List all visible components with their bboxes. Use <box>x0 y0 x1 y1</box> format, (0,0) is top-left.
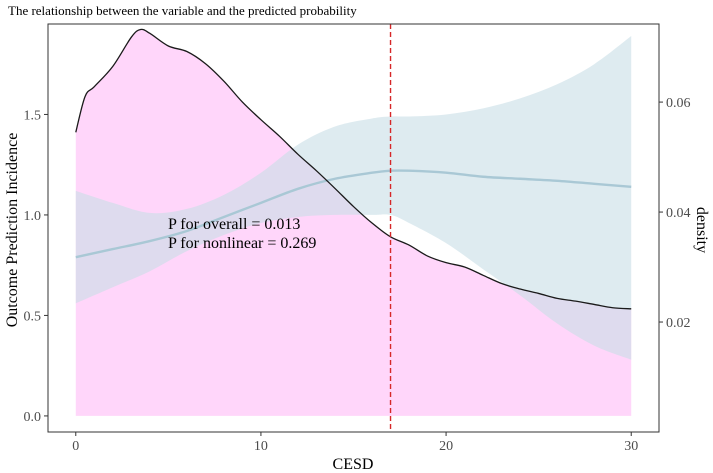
plot-area <box>75 24 632 432</box>
x-axis-ticks: 0 10 20 30 <box>72 432 638 454</box>
y-tick-label: 1.0 <box>24 209 42 224</box>
x-axis-title: CESD <box>333 456 374 473</box>
y2-tick-label: 0.06 <box>666 96 691 111</box>
x-tick-label: 20 <box>439 439 453 454</box>
plot-frame <box>47 23 660 433</box>
y-axis-ticks: 0.0 0.5 1.0 1.5 <box>24 108 48 425</box>
confidence-band <box>75 36 632 360</box>
density-line <box>75 28 632 310</box>
predicted-curve <box>75 169 632 259</box>
y-axis-title: Outcome Prediction Incidence <box>4 133 21 328</box>
y2-axis-title: density <box>693 207 710 253</box>
p-nonlinear-label: P for nonlinear = 0.269 <box>168 235 316 252</box>
y-tick-label: 1.5 <box>24 108 42 123</box>
x-tick-label: 30 <box>624 439 638 454</box>
x-tick-label: 0 <box>72 439 79 454</box>
density-area <box>75 29 632 416</box>
x-tick-label: 10 <box>254 439 268 454</box>
y-tick-label: 0.5 <box>24 309 42 324</box>
chart-title: The relationship between the variable an… <box>8 3 357 18</box>
y2-tick-label: 0.02 <box>666 316 691 331</box>
y2-tick-label: 0.04 <box>666 206 691 221</box>
p-overall-label: P for overall = 0.013 <box>168 216 300 233</box>
y-tick-label: 0.0 <box>24 410 42 425</box>
y2-axis-ticks: 0.02 0.04 0.06 <box>659 96 691 331</box>
